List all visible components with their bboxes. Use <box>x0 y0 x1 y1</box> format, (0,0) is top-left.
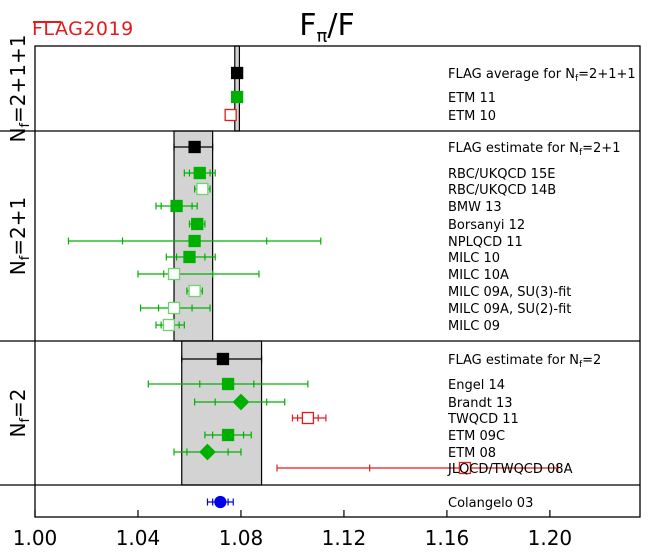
logo-overline <box>33 21 61 23</box>
x-tick-label: 1.16 <box>425 526 470 550</box>
point-label: FLAG estimate for Nf=2+1 <box>448 141 620 158</box>
point-label: ETM 09C <box>448 429 505 444</box>
data-marker <box>230 90 244 104</box>
data-marker <box>232 393 250 411</box>
data-marker <box>188 140 201 154</box>
point-label: RBC/UKQCD 15E <box>448 167 555 182</box>
x-tick-label: 1.00 <box>13 526 58 550</box>
point-label: ETM 08 <box>448 446 496 461</box>
data-marker <box>230 66 244 80</box>
panel-label: Nf=2+1 <box>6 197 33 276</box>
point-label: Colangelo 03 <box>448 496 533 511</box>
data-marker <box>183 250 196 264</box>
data-marker <box>458 461 472 475</box>
point-label: Brandt 13 <box>448 396 513 411</box>
point-label: MILC 09 <box>448 319 500 334</box>
point-label: MILC 10 <box>448 251 500 266</box>
x-tick-label: 1.20 <box>528 526 573 550</box>
data-marker <box>193 166 206 180</box>
data-marker <box>214 495 227 509</box>
point-label: Engel 14 <box>448 378 505 393</box>
point-label: FLAG estimate for Nf=2 <box>448 353 601 370</box>
x-tick-label: 1.04 <box>116 526 161 550</box>
point-label: TWQCD 11 <box>447 412 519 427</box>
data-marker <box>196 182 209 196</box>
point-label: BMW 13 <box>448 200 502 215</box>
panel-label: Nf=2 <box>6 388 33 437</box>
point-label: NPLQCD 11 <box>448 235 523 250</box>
x-tick-label: 1.12 <box>322 526 367 550</box>
point-label: MILC 09A, SU(3)-fit <box>448 285 571 300</box>
flag-logo: FLAG2019 <box>32 18 134 40</box>
point-label: JLQCD/TWQCD 08A <box>447 462 573 477</box>
point-label: Borsanyi 12 <box>448 218 525 233</box>
point-label: MILC 09A, SU(2)-fit <box>448 302 571 317</box>
point-label: ETM 10 <box>448 109 496 124</box>
data-marker <box>221 428 235 442</box>
panel-label: Nf=2+1+1 <box>6 35 33 143</box>
point-label: FLAG average for Nf=2+1+1 <box>448 67 636 84</box>
data-marker <box>199 443 216 461</box>
data-marker <box>221 377 235 391</box>
point-label: MILC 10A <box>448 268 509 283</box>
data-marker <box>167 301 181 315</box>
point-label: ETM 11 <box>448 91 496 106</box>
chart-title: Fπ/F <box>299 8 355 47</box>
data-marker <box>167 267 181 281</box>
data-marker <box>301 411 315 425</box>
data-marker <box>216 352 230 366</box>
data-marker <box>170 199 183 213</box>
x-tick-label: 1.08 <box>219 526 264 550</box>
data-marker <box>224 108 237 122</box>
data-marker <box>188 234 201 248</box>
data-marker <box>162 318 176 332</box>
plot-frame <box>34 45 641 518</box>
data-marker <box>191 217 204 231</box>
point-label: RBC/UKQCD 14B <box>448 183 556 198</box>
data-marker <box>188 284 201 298</box>
